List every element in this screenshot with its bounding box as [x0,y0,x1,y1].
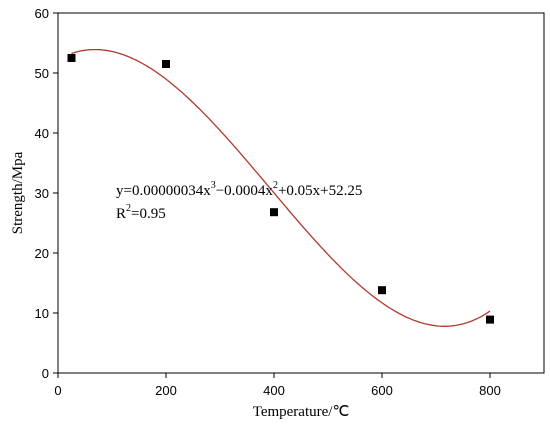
x-tick-label: 400 [263,383,285,398]
r-squared-label: R2=0.95 [116,203,166,222]
axis-ticks: 0 200 400 600 800 0 10 20 30 40 50 60 [35,6,501,398]
plot-area [57,12,545,374]
x-tick-label: 800 [479,383,501,398]
fit-curve [71,48,491,327]
x-tick-label: 600 [371,383,393,398]
y-tick-label: 20 [35,246,49,261]
y-tick-label: 50 [35,66,49,81]
y-axis-title: Strength/Mpa [10,151,26,234]
x-tick-label: 200 [155,383,177,398]
fit-curve-group [71,48,491,327]
data-point [486,315,494,324]
data-point [67,54,76,62]
data-point [378,286,386,295]
data-point [162,60,170,68]
x-axis-title: Temperature/℃ [253,404,350,420]
data-points [67,54,494,324]
data-point [270,208,278,217]
x-tick-label: 0 [54,383,61,398]
y-tick-label: 60 [35,6,49,21]
y-tick-label: 30 [35,186,49,201]
y-tick-label: 10 [35,306,49,321]
fit-equation: y=0.00000034x3−0.0004x2+0.05x+52.25 [116,180,362,199]
y-tick-label: 0 [42,366,49,381]
y-tick-label: 40 [35,126,49,141]
